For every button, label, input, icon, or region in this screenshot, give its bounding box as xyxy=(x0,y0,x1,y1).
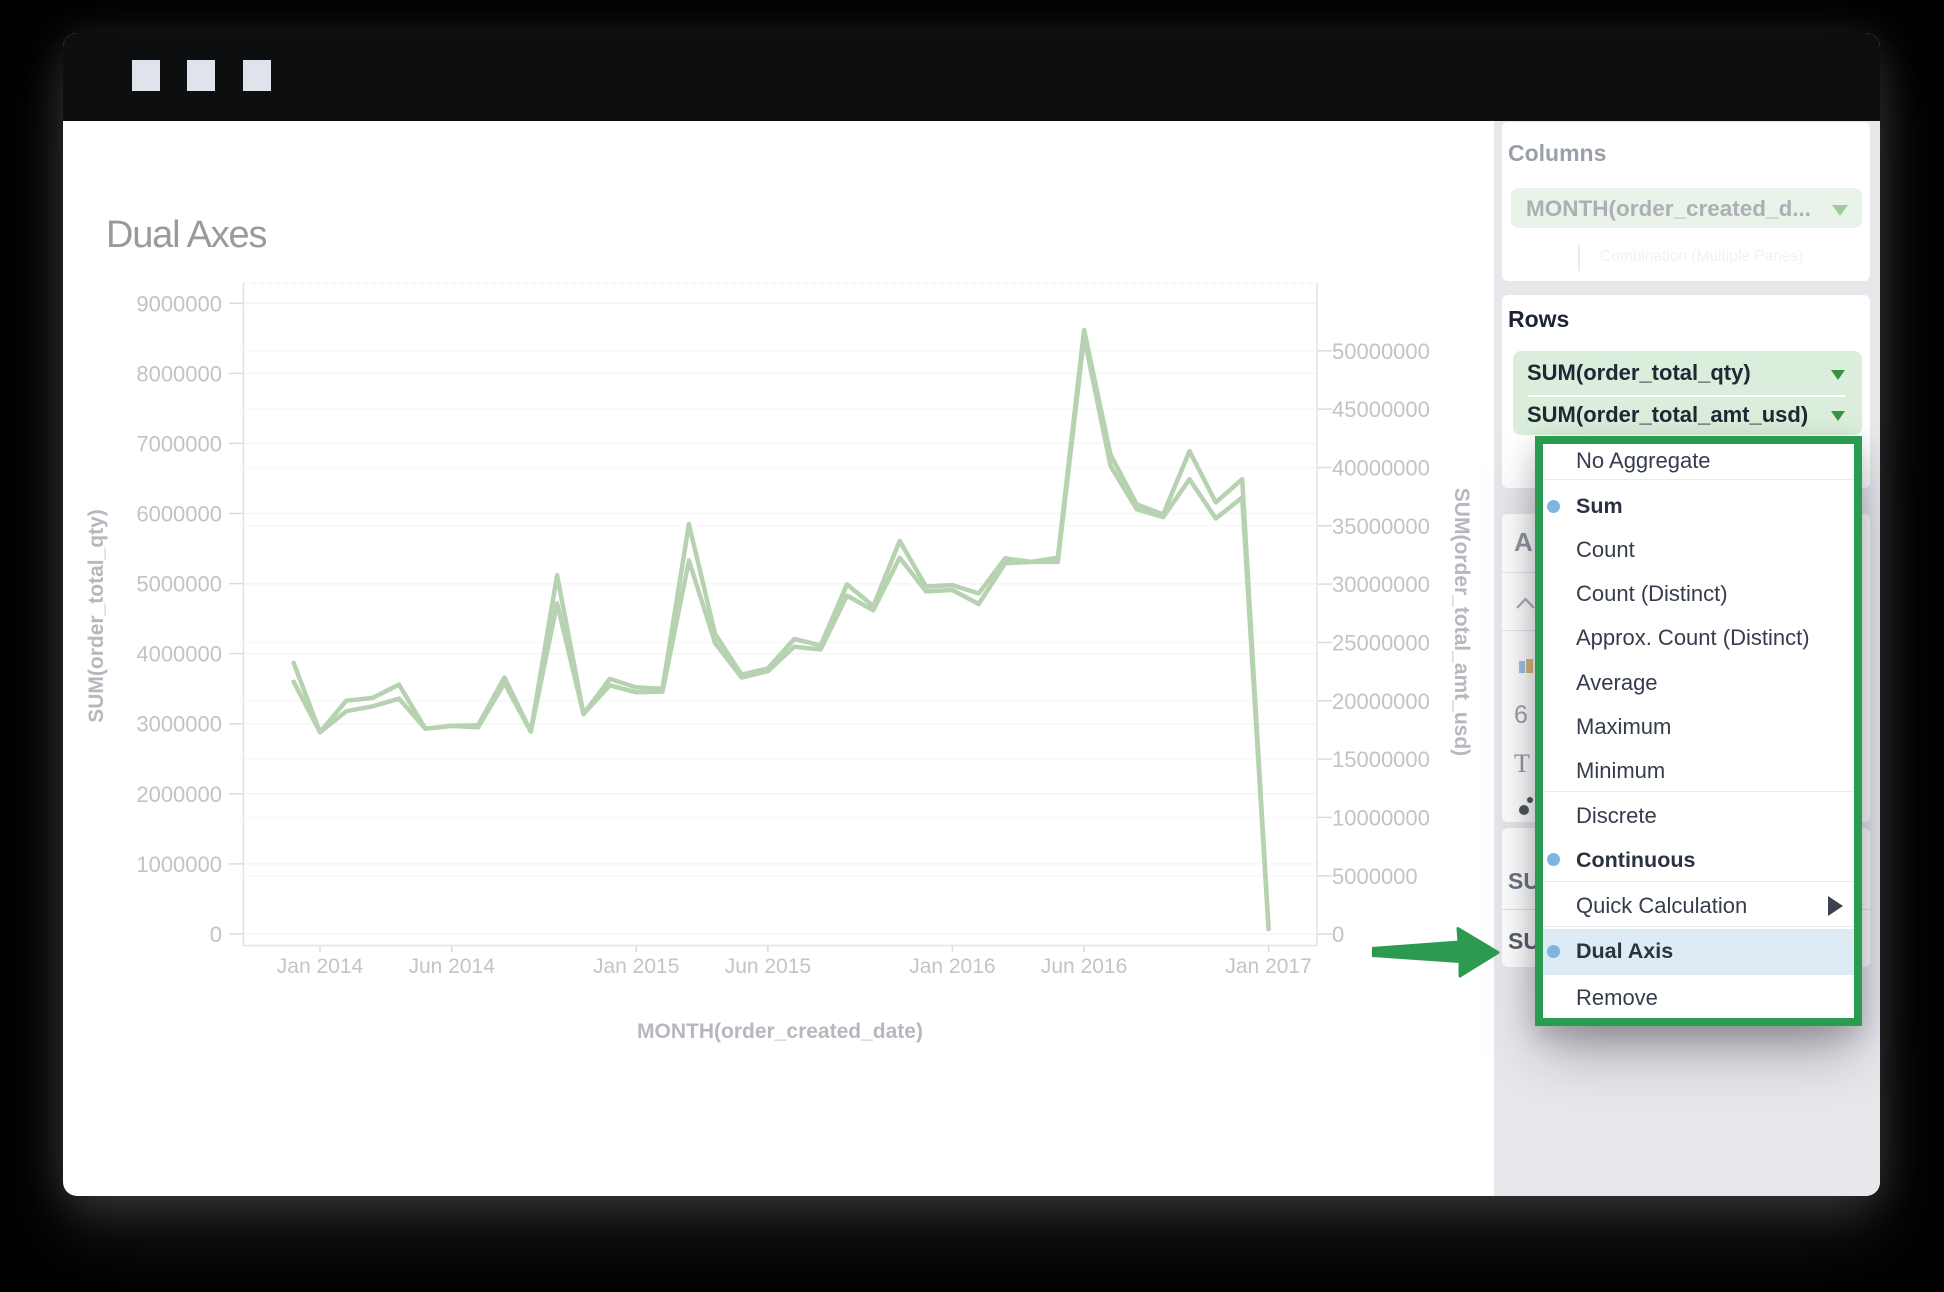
svg-text:2000000: 2000000 xyxy=(136,782,222,807)
svg-text:MONTH(order_created_date): MONTH(order_created_date) xyxy=(637,1020,923,1043)
svg-text:7000000: 7000000 xyxy=(136,431,222,456)
svg-text:35000000: 35000000 xyxy=(1332,514,1430,539)
svg-text:9000000: 9000000 xyxy=(136,291,222,316)
svg-text:6000000: 6000000 xyxy=(136,502,222,527)
svg-text:Jan 2016: Jan 2016 xyxy=(909,955,995,978)
svg-text:8000000: 8000000 xyxy=(136,361,222,386)
svg-text:0: 0 xyxy=(210,922,222,947)
svg-text:Jan 2014: Jan 2014 xyxy=(277,955,364,978)
svg-text:5000000: 5000000 xyxy=(136,572,222,597)
svg-text:50000000: 50000000 xyxy=(1332,339,1430,364)
svg-text:4000000: 4000000 xyxy=(136,642,222,667)
svg-text:Jun 2015: Jun 2015 xyxy=(725,955,811,978)
svg-text:SUM(order_total_qty): SUM(order_total_qty) xyxy=(85,509,108,723)
svg-text:3000000: 3000000 xyxy=(136,712,222,737)
svg-text:20000000: 20000000 xyxy=(1332,689,1430,714)
svg-text:SUM(order_total_amt_usd): SUM(order_total_amt_usd) xyxy=(1450,488,1473,756)
svg-text:30000000: 30000000 xyxy=(1332,572,1430,597)
svg-text:1000000: 1000000 xyxy=(136,852,222,877)
svg-text:Jun 2014: Jun 2014 xyxy=(408,955,495,978)
svg-text:0: 0 xyxy=(1332,922,1344,947)
svg-text:Jun 2016: Jun 2016 xyxy=(1041,955,1127,978)
svg-text:Jan 2015: Jan 2015 xyxy=(593,955,679,978)
svg-text:Jan 2017: Jan 2017 xyxy=(1225,955,1311,978)
svg-text:5000000: 5000000 xyxy=(1332,864,1418,889)
svg-text:10000000: 10000000 xyxy=(1332,805,1430,830)
svg-text:25000000: 25000000 xyxy=(1332,631,1430,656)
svg-text:15000000: 15000000 xyxy=(1332,747,1430,772)
svg-text:45000000: 45000000 xyxy=(1332,397,1430,422)
svg-text:40000000: 40000000 xyxy=(1332,456,1430,481)
